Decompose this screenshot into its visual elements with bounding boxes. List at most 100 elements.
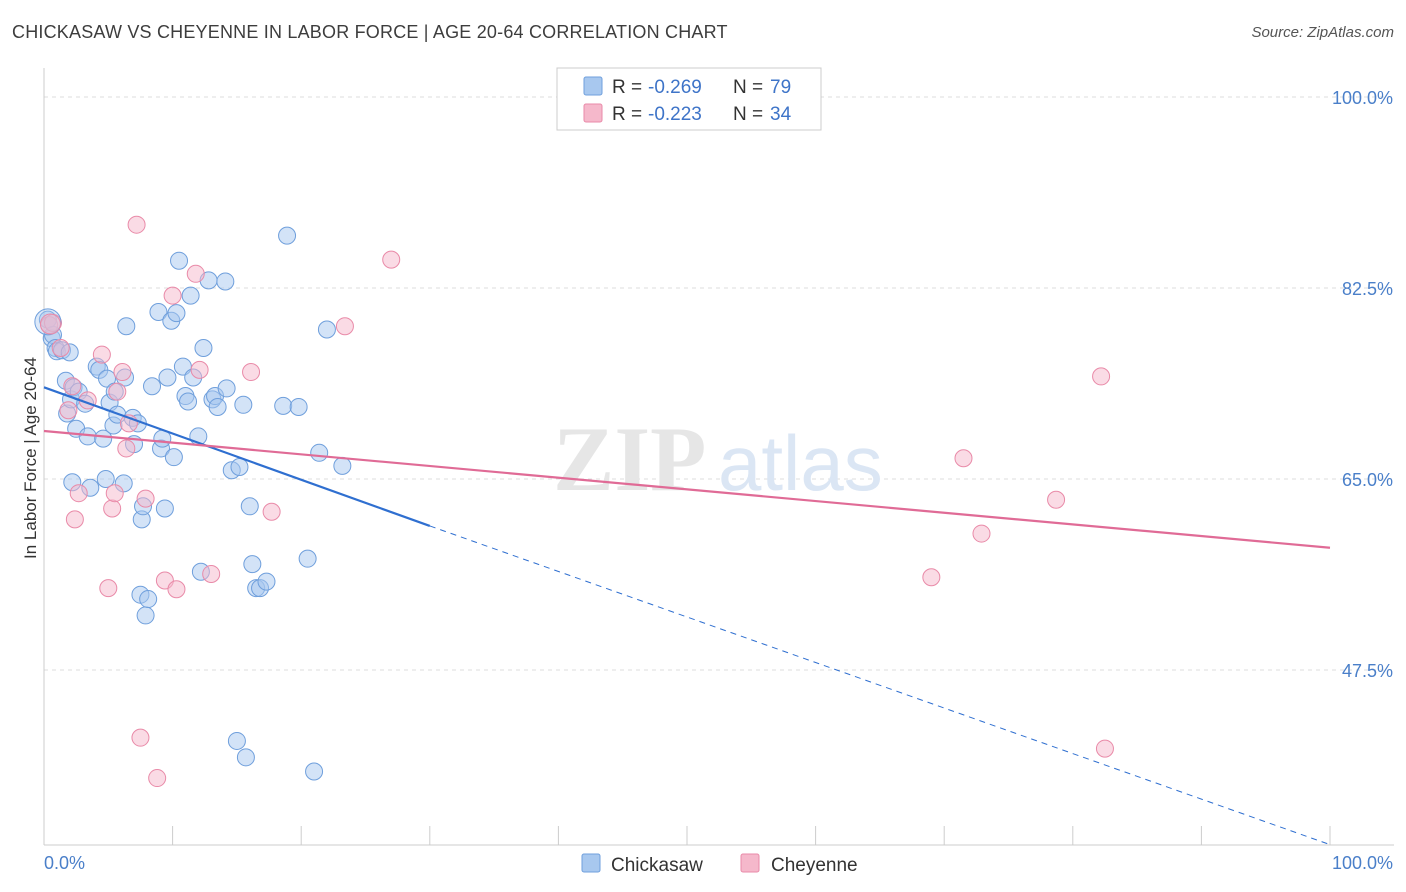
point-cheyenne-10 [103,499,122,518]
axes [43,68,1394,846]
point-cheyenne-8 [92,345,111,364]
point-chickasaw-42 [158,368,177,387]
data-points [34,215,1114,788]
point-cheyenne-24 [190,360,209,379]
source-credit: Source: ZipAtlas.com [1251,24,1394,41]
point-chickasaw-58 [208,397,227,416]
point-chickasaw-35 [136,606,155,625]
point-cheyenne-5 [65,510,84,529]
point-chickasaw-72 [278,226,297,245]
point-chickasaw-62 [230,457,249,476]
point-cheyenne-12 [108,382,127,401]
x-tick-label-1: 100.0% [1332,853,1393,873]
bottom-legend-swatch-chickasaw [581,853,601,873]
bottom-legend-swatch-cheyenne [740,853,760,873]
legend-r-value-cheyenne: -0.223 [648,104,702,125]
legend-swatch-cheyenne [583,103,603,123]
point-cheyenne-25 [202,564,221,583]
point-cheyenne-3 [59,401,78,420]
point-cheyenne-6 [69,484,88,503]
chart-title: CHICKASAW VS CHEYENNE IN LABOR FORCE | A… [12,22,728,42]
legend-box: R = -0.269 N = 79 R = -0.223 N = 34 [556,67,822,131]
y-tick-label-2: 65.0% [1342,470,1393,490]
watermark-atlas: atlas [718,419,883,507]
bottom-legend-chickasaw: Chickasaw [611,855,703,876]
trend-line-chickasaw [43,386,431,527]
point-chickasaw-46 [170,251,189,270]
point-cheyenne-9 [99,579,118,598]
point-chickasaw-76 [310,443,329,462]
point-cheyenne-29 [382,250,401,269]
legend-r-label-1: R = [612,77,642,98]
point-chickasaw-49 [179,392,198,411]
legend-r-value-chickasaw: -0.269 [648,77,702,98]
point-cheyenne-23 [186,264,205,283]
grid-lines [44,96,1394,671]
point-cheyenne-27 [262,502,281,521]
point-cheyenne-34 [1092,367,1111,386]
point-chickasaw-50 [181,286,200,305]
point-cheyenne-18 [136,489,155,508]
point-chickasaw-63 [234,395,253,414]
trend-lines [43,386,1331,846]
point-cheyenne-17 [131,728,150,747]
point-chickasaw-74 [298,549,317,568]
point-chickasaw-59 [216,272,235,291]
point-cheyenne-22 [167,580,186,599]
point-chickasaw-65 [227,731,246,750]
point-chickasaw-77 [317,320,336,339]
point-cheyenne-16 [127,215,146,234]
x-tick-label-0: 0.0% [44,853,85,873]
trend-line-chickasaw-extension [429,525,1331,846]
trend-line-cheyenne [43,429,1331,549]
legend-r-label-2: R = [612,104,642,125]
point-cheyenne-2 [51,339,70,358]
point-cheyenne-14 [117,439,136,458]
point-chickasaw-38 [149,303,168,322]
point-chickasaw-44 [164,448,183,467]
point-chickasaw-19 [94,429,113,448]
point-cheyenne-cluster [39,313,61,335]
y-tick-label-3: 47.5% [1342,661,1393,681]
tick-labels: 100.0% 82.5% 65.0% 47.5% 0.0% 100.0% [44,88,1393,873]
point-chickasaw-28 [117,317,136,336]
point-cheyenne-32 [972,524,991,543]
y-axis-label: In Labor Force | Age 20-64 [21,357,40,559]
point-chickasaw-60 [217,379,236,398]
point-cheyenne-26 [242,363,261,382]
point-chickasaw-36 [139,590,158,609]
point-chickasaw-54 [194,339,213,358]
point-cheyenne-4 [63,377,82,396]
point-chickasaw-75 [305,762,324,781]
point-cheyenne-30 [922,568,941,587]
point-cheyenne-21 [163,286,182,305]
legend-n-label-1: N = [733,77,763,98]
point-chickasaw-41 [155,499,174,518]
point-cheyenne-19 [148,769,167,788]
point-cheyenne-35 [1095,739,1114,758]
bottom-legend-cheyenne: Cheyenne [771,855,858,876]
point-chickasaw-20 [96,470,115,488]
point-chickasaw-71 [274,396,293,415]
point-chickasaw-78 [333,456,352,475]
y-tick-label-1: 82.5% [1342,279,1393,299]
point-cheyenne-31 [954,449,973,468]
legend-n-value-chickasaw: 79 [770,77,791,98]
point-cheyenne-33 [1047,490,1066,509]
point-chickasaw-66 [236,748,255,767]
watermark-zip: ZIP [553,408,706,510]
y-tick-label-0: 100.0% [1332,88,1393,108]
bottom-legend: Chickasaw Cheyenne [581,853,858,876]
point-cheyenne-11 [105,484,124,503]
legend-n-label-2: N = [733,104,763,125]
legend-n-value-cheyenne: 34 [770,104,792,125]
point-chickasaw-70 [257,572,276,591]
point-chickasaw-67 [243,555,262,574]
legend-swatch-chickasaw [583,76,603,96]
point-cheyenne-28 [335,317,354,336]
point-chickasaw-64 [240,497,259,516]
point-cheyenne-13 [113,363,132,382]
point-chickasaw-37 [143,377,162,396]
point-chickasaw-45 [167,304,186,323]
